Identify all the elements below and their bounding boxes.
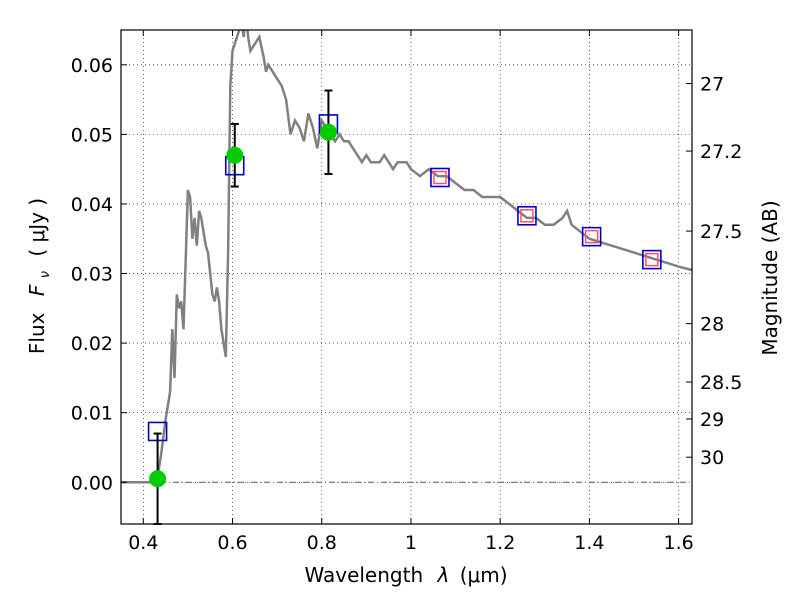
model-photometry-square: [430, 167, 450, 188]
x-axis-label: Wavelength λ (μm): [304, 563, 507, 587]
x-axis-label-symbol: λ: [437, 563, 450, 587]
y-tick-label: 0.01: [71, 403, 113, 425]
tick-marks: [121, 30, 692, 524]
x-tick-label: 1.2: [485, 532, 515, 554]
y2-tick-label: 30: [700, 447, 724, 469]
series-layer: [121, 30, 692, 525]
observed-square-marker: [645, 252, 659, 267]
photometry-point: [149, 470, 167, 488]
model-photometry-square: [642, 249, 662, 270]
photometry-point: [226, 146, 244, 164]
sed-model-line: [121, 30, 692, 484]
y-axis-label-unit: ( μJy ): [25, 198, 49, 257]
observed-square-marker: [433, 170, 447, 185]
y2-axis-label: Magnitude (AB): [758, 200, 782, 355]
photometry-point: [319, 123, 337, 141]
model-photometry-square: [581, 226, 602, 247]
y-tick-label: 0.05: [71, 124, 113, 146]
x-axis-label-text: Wavelength: [304, 563, 423, 587]
x-tick-label: 1: [405, 532, 417, 554]
y-tick-label: 0.04: [71, 194, 113, 216]
x-axis-label-unit: (μm): [460, 563, 508, 587]
plot-frame: [120, 29, 693, 525]
observed-square-marker: [520, 209, 534, 223]
x-tick-label: 1.6: [664, 532, 694, 554]
y2-tick-label: 29: [700, 409, 724, 431]
y-tick-label: 0.00: [71, 472, 113, 494]
observed-square-marker: [584, 229, 599, 244]
y-tick-label: 0.06: [71, 55, 113, 77]
y-tick-label: 0.02: [71, 333, 113, 355]
y2-tick-label: 28: [700, 314, 724, 336]
y-tick-label: 0.03: [71, 264, 113, 286]
model-photometry-square: [517, 205, 537, 226]
y-axis-label-text: Flux: [25, 312, 49, 354]
y-axis-label-symbol: F: [25, 284, 49, 296]
y2-tick-label: 27: [700, 74, 724, 96]
y2-tick-label: 28.5: [700, 372, 742, 394]
y2-tick-label: 27.2: [700, 141, 742, 163]
x-tick-label: 1.4: [574, 532, 604, 554]
y-axis-label-subscript: ν: [38, 271, 53, 278]
x-tick-label: 0.4: [128, 532, 158, 554]
x-tick-label: 0.6: [217, 532, 247, 554]
x-tick-label: 0.8: [307, 532, 337, 554]
y-axis-label: Flux F ν ( μJy ): [25, 198, 54, 354]
y2-tick-label: 27.5: [700, 221, 742, 243]
